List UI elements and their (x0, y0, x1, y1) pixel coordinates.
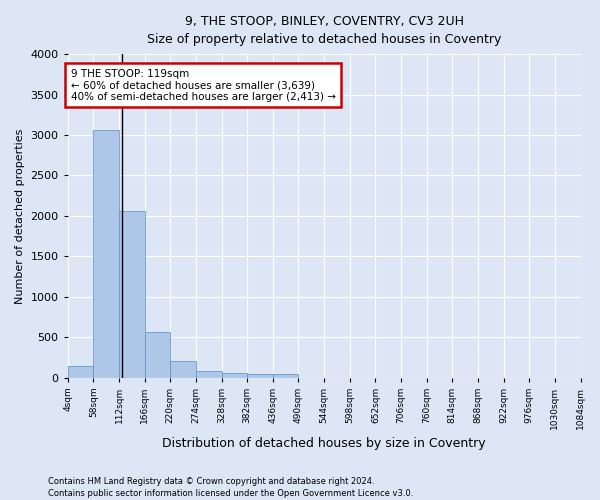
Y-axis label: Number of detached properties: Number of detached properties (15, 128, 25, 304)
Bar (145, 332, 170, 378)
Bar (170, 362, 196, 378)
X-axis label: Distribution of detached houses by size in Coventry: Distribution of detached houses by size … (162, 437, 486, 450)
Text: Contains HM Land Registry data © Crown copyright and database right 2024.
Contai: Contains HM Land Registry data © Crown c… (48, 476, 413, 498)
Bar (94, 130, 119, 378)
Bar (273, 374, 298, 378)
Bar (119, 211, 145, 378)
Text: 9 THE STOOP: 119sqm
← 60% of detached houses are smaller (3,639)
40% of semi-det: 9 THE STOOP: 119sqm ← 60% of detached ho… (71, 68, 335, 102)
Bar (221, 372, 247, 378)
Bar (247, 374, 273, 378)
Bar (68, 366, 94, 378)
Title: 9, THE STOOP, BINLEY, COVENTRY, CV3 2UH
Size of property relative to detached ho: 9, THE STOOP, BINLEY, COVENTRY, CV3 2UH … (147, 15, 501, 46)
Bar (196, 371, 221, 378)
